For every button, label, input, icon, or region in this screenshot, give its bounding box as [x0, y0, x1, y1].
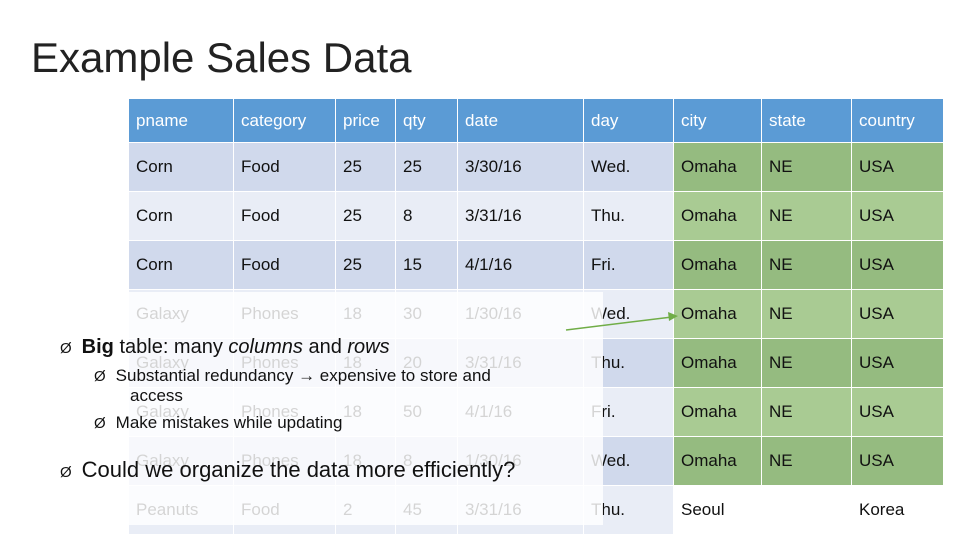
cell-day: Fri. [583, 240, 674, 290]
bullet-continuation: access [130, 386, 183, 405]
bullet-arrow-icon: Ø [60, 340, 72, 357]
table-header-row: pname category price qty date day city state cou… [128, 98, 944, 143]
cell-pname: Corn [128, 191, 234, 241]
text-overlay-box [55, 292, 603, 525]
cell-country: USA [851, 289, 944, 339]
column-header-state: state [761, 98, 852, 143]
column-header-city: city [673, 98, 762, 143]
cell-country: USA [851, 387, 944, 437]
bullet-arrow-icon: Ø [60, 464, 72, 481]
table-row: Corn Food 25 15 4/1/16 Fri. Omaha NE USA [128, 240, 944, 290]
cell-qty: 25 [395, 142, 458, 192]
bullet-question: Ø Could we organize the data more efficie… [60, 457, 515, 483]
cell-state: NE [761, 289, 852, 339]
cell-country: USA [851, 436, 944, 486]
cell-state: NE [761, 191, 852, 241]
arrow-line [565, 316, 673, 331]
cell-city: Omaha [673, 387, 762, 437]
cell-date: 3/31/16 [457, 191, 584, 241]
cell-state: NE [761, 338, 852, 388]
column-header-category: category [233, 98, 336, 143]
right-arrow-icon: → [298, 366, 316, 385]
cell-category: Food [233, 142, 336, 192]
cell-country: USA [851, 191, 944, 241]
cell-city: Omaha [673, 240, 762, 290]
cell-country: USA [851, 142, 944, 192]
bullet-text: expensive to store and [315, 366, 491, 385]
cell-state [761, 485, 852, 535]
cell-price: 25 [335, 240, 396, 290]
cell-country: USA [851, 240, 944, 290]
cell-price: 25 [335, 142, 396, 192]
cell-city: Omaha [673, 436, 762, 486]
bullet-text: Could we organize the data more efficien… [81, 457, 516, 482]
bullet-italic-columns: columns [228, 336, 303, 358]
cell-state: NE [761, 142, 852, 192]
bullet-bold-word: Big [81, 336, 114, 358]
bullet-redundancy: Ø Substantial redundancy → expensive to s… [94, 366, 491, 406]
bullet-arrow-icon: Ø [94, 368, 106, 385]
bullet-text: Substantial redundancy [115, 366, 299, 385]
cell-city: Omaha [673, 142, 762, 192]
column-header-pname: pname [128, 98, 234, 143]
cell-category: Food [233, 240, 336, 290]
cell-day: Thu. [583, 191, 674, 241]
cell-city: Seoul [673, 485, 762, 535]
cell-country: Korea [851, 485, 944, 535]
column-header-country: country [851, 98, 944, 143]
bullet-text: Make mistakes while updating [115, 413, 343, 432]
bullet-text: table: many [113, 336, 229, 358]
cell-city: Omaha [673, 191, 762, 241]
cell-qty: 15 [395, 240, 458, 290]
cell-country: USA [851, 338, 944, 388]
bullet-text: and [302, 336, 348, 358]
table-row: Corn Food 25 25 3/30/16 Wed. Omaha NE USA [128, 142, 944, 192]
bullet-big-table: Ø Big table: many columns and rows [60, 336, 390, 359]
bullet-arrow-icon: Ø [94, 415, 106, 432]
cell-state: NE [761, 387, 852, 437]
arrow-head [668, 312, 678, 321]
column-header-day: day [583, 98, 674, 143]
bullet-italic-rows: rows [347, 336, 390, 358]
cell-city: Omaha [673, 338, 762, 388]
cell-state: NE [761, 436, 852, 486]
cell-pname: Corn [128, 142, 234, 192]
slide-title: Example Sales Data [31, 34, 412, 81]
column-header-qty: qty [395, 98, 458, 143]
cell-pname: Corn [128, 240, 234, 290]
bullet-mistakes: Ø Make mistakes while updating [94, 413, 342, 433]
cell-date: 4/1/16 [457, 240, 584, 290]
column-header-date: date [457, 98, 584, 143]
